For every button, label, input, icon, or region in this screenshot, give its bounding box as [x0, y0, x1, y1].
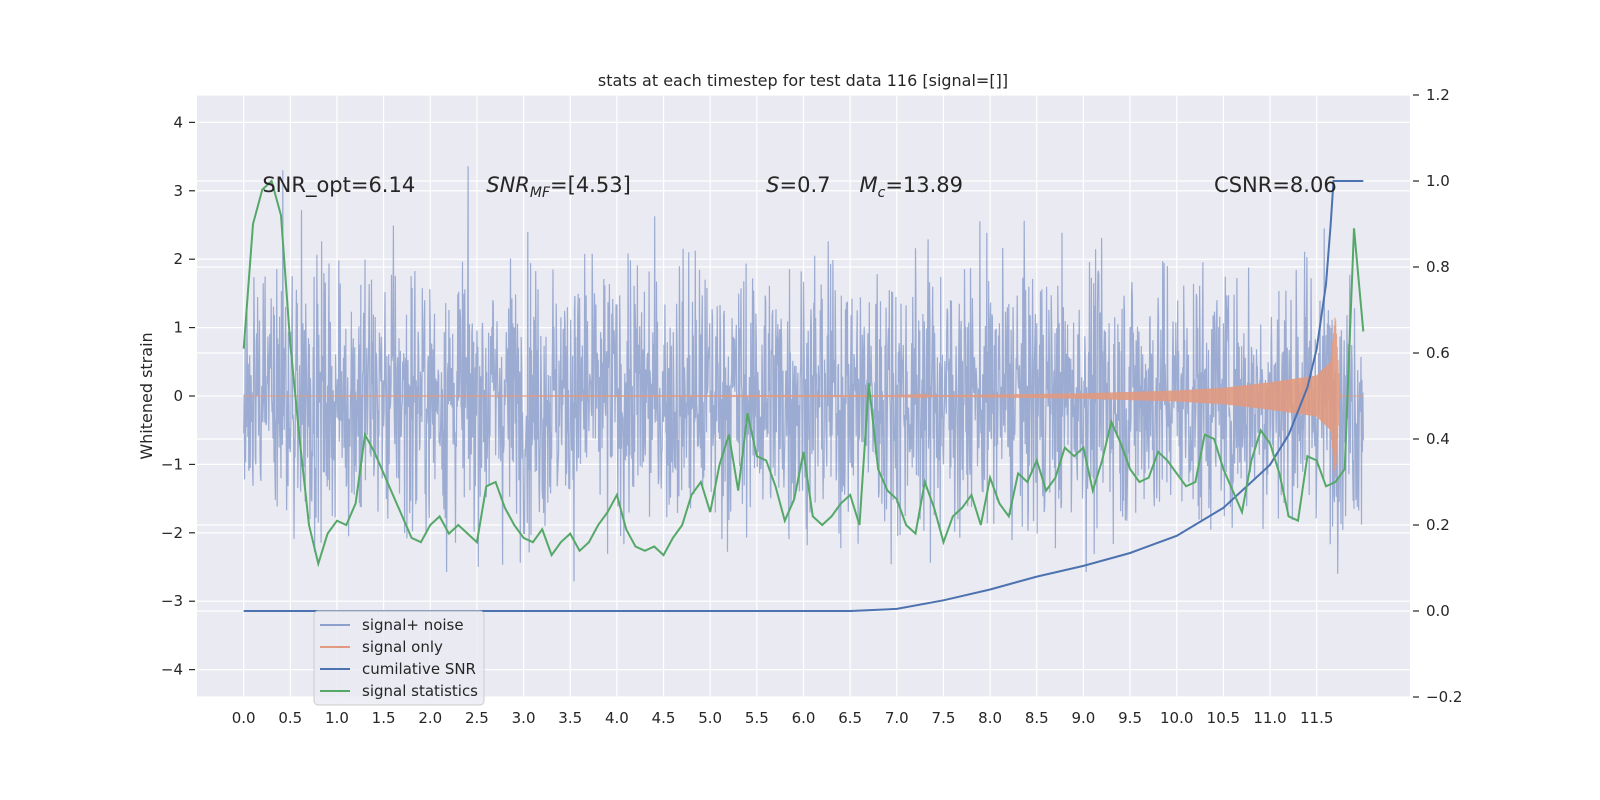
x-tick-label: 8.5	[1025, 709, 1049, 727]
axis-layer: 0.0 0.5 1.0 1.5 2.0 2.5 3.0 3.5 4.0 4.5 5.0 5.5 6.0 6…	[161, 86, 1463, 727]
legend-label: signal statistics	[362, 682, 478, 700]
annotation-text: SNRMF=[4.53]	[486, 173, 631, 201]
annotation-text: Mc=13.89	[859, 173, 963, 201]
y-tick-label: 1	[173, 319, 183, 337]
x-tick-label: 11.0	[1253, 709, 1286, 727]
x-tick-label: 2.5	[465, 709, 489, 727]
annotation-text: CSNR=8.06	[1214, 173, 1337, 197]
y-tick-label: −4	[161, 661, 183, 679]
legend-label: cumilative SNR	[362, 660, 476, 678]
legend-box	[313, 610, 485, 706]
legend-label: signal+ noise	[362, 616, 464, 634]
x-tick-label: 2.0	[418, 709, 442, 727]
x-tick-label: 4.5	[652, 709, 676, 727]
x-tick-label: 8.0	[978, 709, 1002, 727]
x-tick-label: 5.0	[698, 709, 722, 727]
x-tick-label: 0.0	[232, 709, 256, 727]
x-tick-label: 0.5	[278, 709, 302, 727]
y-right-tick-label: 1.2	[1426, 86, 1450, 104]
y-right-tick-label: 0.8	[1426, 258, 1450, 276]
annotation-layer: SNR_opt=6.14 SNRMF=[4.53] S=0.7 Mc=13.89 CSN…	[262, 173, 1336, 201]
y-tick-label: −2	[161, 524, 183, 542]
annotation-text: S=0.7	[766, 173, 830, 197]
signal-noise-line	[243, 166, 1364, 582]
x-tick-label: 7.0	[885, 709, 909, 727]
y-tick-label: −3	[161, 592, 183, 610]
y-tick-label: 0	[173, 387, 183, 405]
y-right-tick-label: −0.2	[1426, 688, 1462, 706]
x-tick-label: 9.5	[1118, 709, 1142, 727]
x-tick-label: 6.0	[792, 709, 816, 727]
x-tick-label: 5.5	[745, 709, 769, 727]
y-axis-label: Whitened strain	[137, 332, 156, 459]
y-right-tick-label: 0.4	[1426, 430, 1450, 448]
signal-only-series	[243, 317, 1364, 479]
y-right-tick-label: 0.0	[1426, 602, 1450, 620]
x-tick-label: 3.5	[558, 709, 582, 727]
x-tick-label: 3.0	[512, 709, 536, 727]
x-tick-label: 4.0	[605, 709, 629, 727]
annotation-text: SNR_opt=6.14	[262, 173, 415, 198]
y-tick-label: 3	[173, 182, 183, 200]
cumulative-snr-line	[243, 180, 1364, 612]
y-tick-label: −1	[161, 455, 183, 473]
y-right-tick-label: 0.6	[1426, 344, 1450, 362]
x-tick-label: 11.5	[1300, 709, 1333, 727]
x-tick-label: 1.0	[325, 709, 349, 727]
legend-label: signal only	[362, 638, 443, 656]
x-tick-label: 6.5	[838, 709, 862, 727]
signal-noise-series	[243, 166, 1364, 582]
x-tick-label: 1.5	[372, 709, 396, 727]
signal-statistics-line	[242, 179, 1365, 568]
chart-title: stats at each timestep for test data 116…	[598, 71, 1008, 90]
y-tick-label: 4	[173, 113, 183, 131]
y-right-tick-label: 0.2	[1426, 516, 1450, 534]
y-right-tick-label: 1.0	[1426, 172, 1450, 190]
x-tick-label: 10.0	[1160, 709, 1193, 727]
signal-only-line	[243, 317, 1364, 479]
line-series-layer	[242, 179, 1365, 612]
legend: signal+ noise signal only cumilative SNR si…	[313, 610, 485, 706]
y-tick-label: 2	[173, 250, 183, 268]
x-tick-label: 9.0	[1071, 709, 1095, 727]
x-tick-label: 7.5	[932, 709, 956, 727]
x-tick-label: 10.5	[1207, 709, 1240, 727]
